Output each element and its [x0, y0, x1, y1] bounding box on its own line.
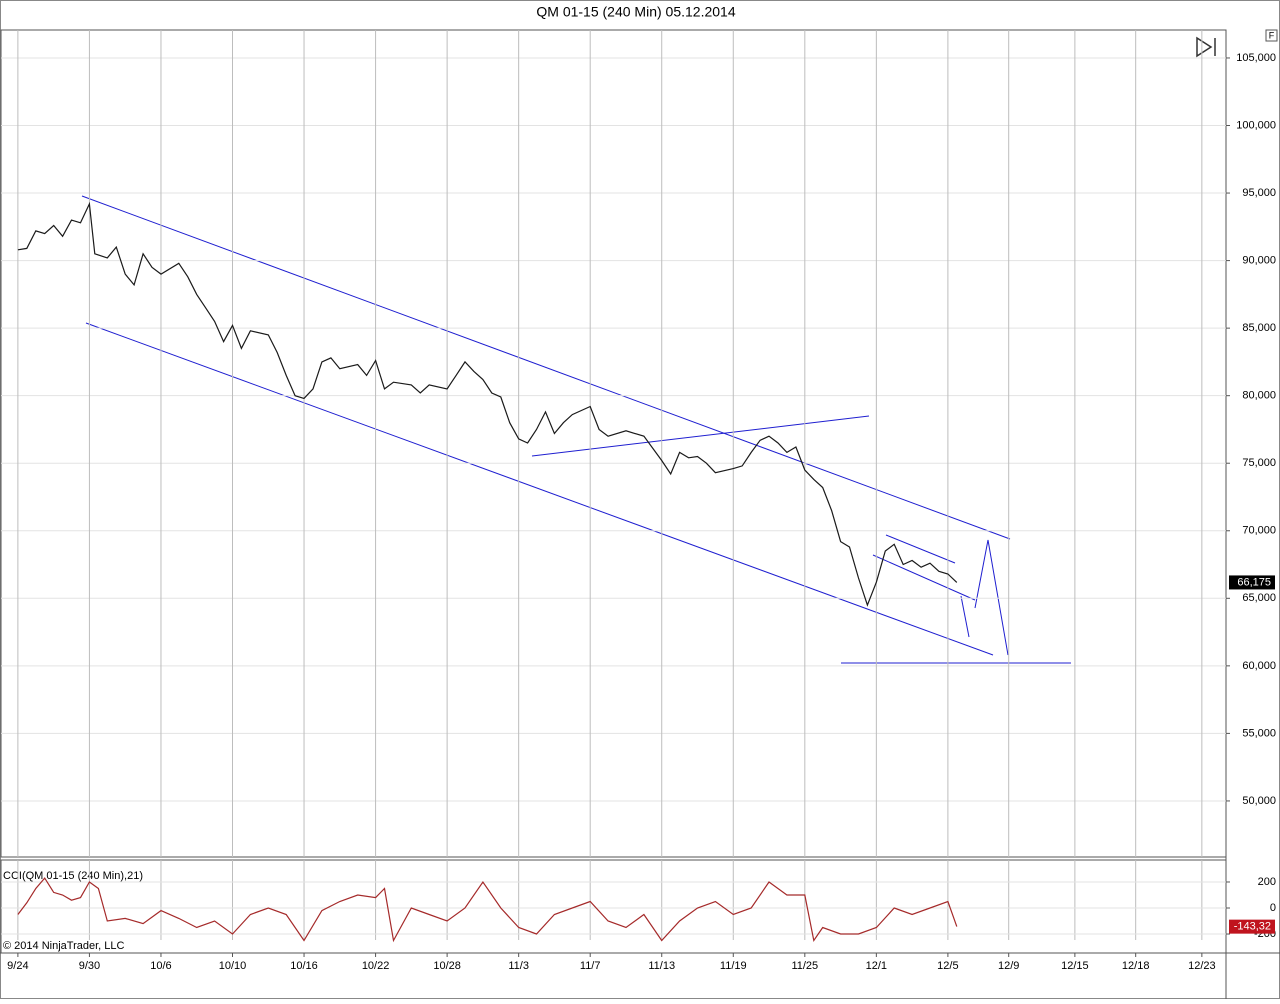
- play-triangle[interactable]: [1196, 36, 1213, 58]
- y-tick-label: 55,000: [1242, 727, 1276, 739]
- last-value-label: -143,32: [1234, 921, 1271, 933]
- corner-box: [1265, 29, 1278, 42]
- y-tick-label: 95,000: [1242, 187, 1276, 199]
- y-tick-label: 85,000: [1242, 322, 1276, 334]
- y-tick-label: 60,000: [1242, 660, 1276, 672]
- trend-line: [885, 534, 956, 564]
- y-tick-label: 200: [1258, 876, 1276, 888]
- x-tick-label: 10/22: [362, 960, 390, 972]
- x-tick-label: 11/3: [508, 960, 529, 972]
- x-tick-label: 12/1: [866, 960, 887, 972]
- x-tick-label: 12/15: [1061, 960, 1089, 972]
- y-tick-label: 80,000: [1242, 390, 1276, 402]
- price-line: [17, 877, 958, 943]
- trend-line: [531, 415, 870, 457]
- last-value-box: [1229, 919, 1275, 934]
- last-value-label: 66,175: [1237, 576, 1271, 588]
- price-line: [17, 201, 958, 607]
- chart-title: QM 01-15 (240 Min) 05.12.2014: [536, 4, 735, 20]
- x-tick-label: 10/28: [433, 960, 461, 972]
- y-tick-label: 50,000: [1242, 795, 1276, 807]
- y-tick-label: 100,000: [1236, 119, 1276, 131]
- x-tick-label: 11/13: [648, 960, 675, 972]
- x-tick-label: 9/24: [7, 960, 28, 972]
- projection: [974, 539, 1009, 656]
- x-tick-label: 11/19: [720, 960, 747, 972]
- x-tick-label: 12/9: [998, 960, 1019, 972]
- x-tick-label: 10/6: [150, 960, 171, 972]
- play-icon[interactable]: [1196, 36, 1216, 58]
- trend-line: [85, 322, 994, 656]
- x-tick-label: 12/23: [1188, 960, 1216, 972]
- y-tick-label: 75,000: [1242, 457, 1276, 469]
- x-tick-label: 9/30: [79, 960, 100, 972]
- y-tick-label: 0: [1270, 902, 1276, 914]
- footer: © 2014 NinjaTrader, LLC: [3, 940, 124, 952]
- drawings: [81, 195, 1071, 664]
- x-tick-label: 12/5: [937, 960, 958, 972]
- corner-label: F: [1269, 30, 1275, 40]
- trend-line: [872, 554, 976, 601]
- y-tick-label: 70,000: [1242, 525, 1276, 537]
- x-tick-label: 11/7: [580, 960, 601, 972]
- last-value-box: [1229, 575, 1275, 590]
- projection: [960, 595, 970, 638]
- y-tick-label: 65,000: [1242, 592, 1276, 604]
- trend-line: [81, 195, 1011, 540]
- cci-title: CCI(QM 01-15 (240 Min),21): [3, 870, 143, 882]
- y-tick-label: 105,000: [1236, 52, 1276, 64]
- y-tick-label: 90,000: [1242, 254, 1276, 266]
- x-tick-label: 12/18: [1122, 960, 1150, 972]
- x-tick-label: 10/16: [290, 960, 318, 972]
- x-tick-label: 11/25: [791, 960, 818, 972]
- x-tick-label: 10/10: [219, 960, 247, 972]
